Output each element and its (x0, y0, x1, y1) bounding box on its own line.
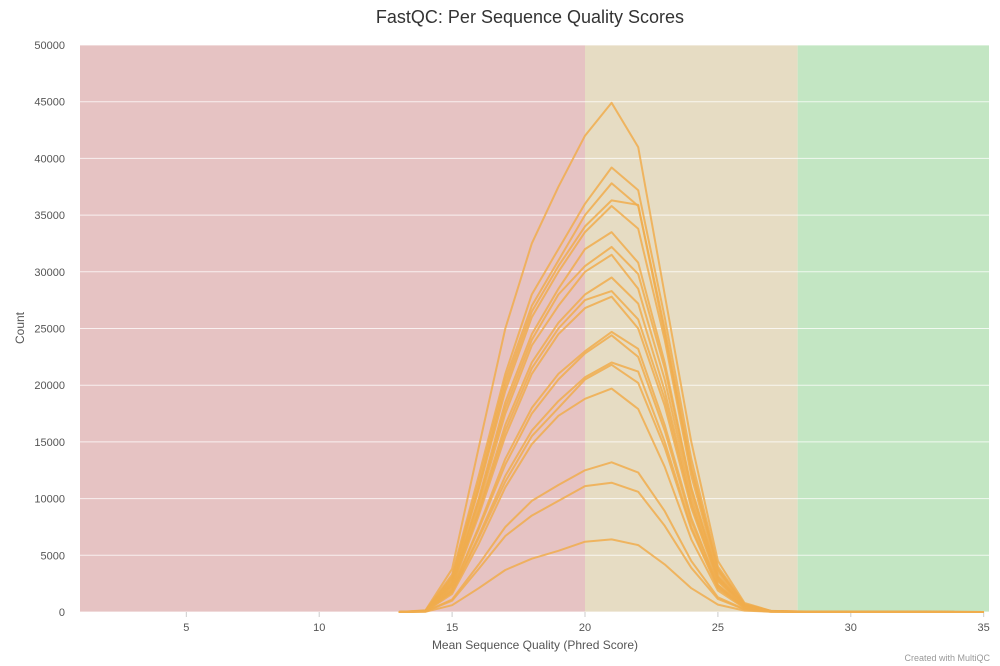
series-lines (398, 101, 984, 613)
x-axis-label: Mean Sequence Quality (Phred Score) (432, 638, 638, 652)
y-tick-label: 0 (59, 607, 65, 619)
series-line-19 (398, 538, 984, 613)
grid-lines (80, 44, 989, 613)
chart-title: FastQC: Per Sequence Quality Scores (375, 7, 685, 27)
y-tick-label: 30000 (34, 267, 65, 279)
x-tick-label: 10 (313, 622, 325, 634)
y-axis-label: Count (13, 311, 27, 344)
y-tick-label: 25000 (34, 324, 65, 336)
y-tick-label: 35000 (34, 210, 65, 222)
y-tick-label: 45000 (34, 97, 65, 109)
x-tick-label: 15 (446, 622, 458, 634)
y-tick-label: 10000 (34, 494, 65, 506)
y-tick-label: 50000 (34, 40, 65, 52)
y-tick-label: 40000 (34, 153, 65, 165)
footer-credit: Created with MultiQC (904, 653, 990, 663)
x-tick-label: 25 (712, 622, 724, 634)
y-tick-label: 5000 (41, 550, 65, 562)
x-tick-label: 30 (845, 622, 857, 634)
x-tick-label: 35 (978, 622, 990, 634)
y-axis-ticks: 0 5000 10000 15000 20000 25000 30000 35000 40000… (34, 40, 65, 619)
y-tick-label: 20000 (34, 380, 65, 392)
y-tick-label: 15000 (34, 437, 65, 449)
x-tick-label: 20 (579, 622, 591, 634)
x-tick-label: 5 (183, 622, 189, 634)
x-axis-ticks: 5 10 15 20 25 30 35 (183, 612, 990, 634)
